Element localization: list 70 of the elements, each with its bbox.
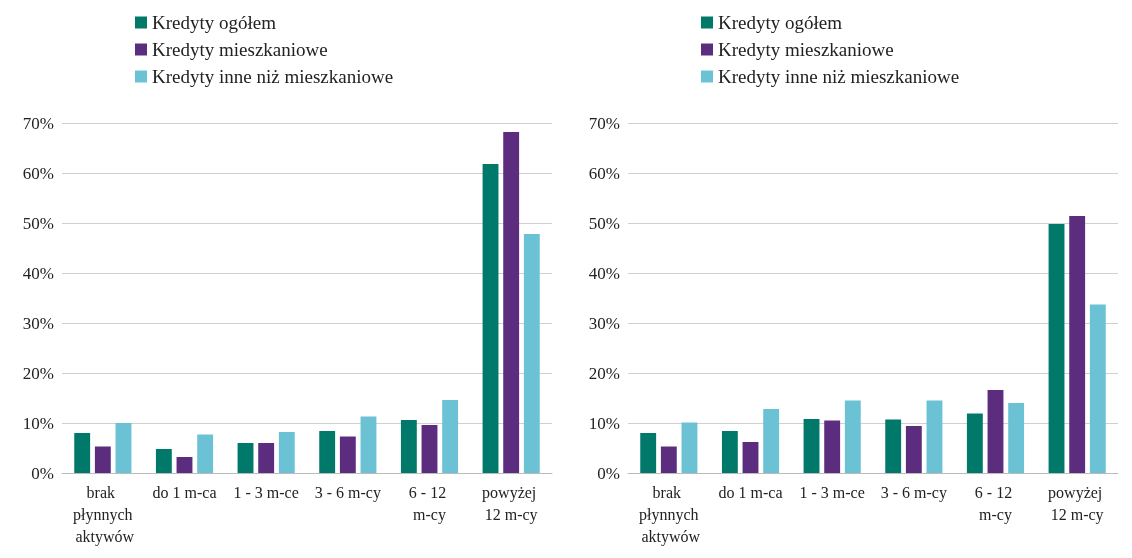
bar <box>681 422 698 473</box>
y-tick-label: 30% <box>22 313 54 333</box>
bar <box>721 431 738 473</box>
bar <box>74 433 91 473</box>
bar <box>400 420 417 473</box>
x-tick-label: 3 - 6 m-cy <box>314 483 381 502</box>
bar <box>824 420 841 473</box>
bar <box>421 425 438 473</box>
bar <box>523 234 540 473</box>
x-tick-label: brak płynnych aktywów <box>637 483 701 546</box>
bar <box>1069 216 1086 473</box>
bar <box>966 413 983 473</box>
bar <box>844 400 861 473</box>
bar <box>660 446 677 473</box>
legend-label: Kredyty inne niż mieszkaniowe <box>152 66 394 87</box>
bar <box>176 457 193 473</box>
bar <box>339 436 356 473</box>
x-tick-label: 3 - 6 m-cy <box>880 483 947 502</box>
bar <box>1008 403 1025 473</box>
x-tick-label: 6 - 12 m-cy <box>974 483 1017 524</box>
y-tick-label: 0% <box>31 463 54 483</box>
y-tick-label: 40% <box>588 263 620 283</box>
y-tick-label: 10% <box>22 413 54 433</box>
bar <box>1089 304 1106 473</box>
x-tick-label: do 1 m-ca <box>152 483 217 501</box>
x-tick-label: 1 - 3 m-ce <box>799 483 865 501</box>
legend-label: Kredyty ogółem <box>152 12 277 33</box>
y-tick-label: 50% <box>588 213 620 233</box>
x-tick-label: 1 - 3 m-ce <box>233 483 299 501</box>
y-tick-label: 20% <box>22 363 54 383</box>
bar <box>360 416 377 473</box>
bar <box>885 419 902 473</box>
bar <box>926 400 943 473</box>
bar <box>197 434 214 473</box>
bar <box>155 449 172 473</box>
legend-label: Kredyty inne niż mieszkaniowe <box>718 66 960 87</box>
bar <box>742 442 759 473</box>
bar <box>763 409 780 473</box>
bar <box>503 132 520 473</box>
x-tick-label: powyżej 12 m-cy <box>1048 483 1107 524</box>
legend-label: Kredyty mieszkaniowe <box>718 39 894 60</box>
x-tick-label: do 1 m-ca <box>718 483 783 501</box>
legend-label: Kredyty ogółem <box>718 12 843 33</box>
bar <box>1048 224 1065 473</box>
y-tick-label: 60% <box>22 163 54 183</box>
bar <box>640 433 657 473</box>
bar <box>258 443 275 473</box>
bar <box>803 419 820 473</box>
y-tick-label: 40% <box>22 263 54 283</box>
y-tick-label: 30% <box>588 313 620 333</box>
x-tick-label: powyżej 12 m-cy <box>482 483 541 524</box>
bar <box>905 426 922 473</box>
y-tick-label: 50% <box>22 213 54 233</box>
y-tick-label: 60% <box>588 163 620 183</box>
y-tick-label: 10% <box>588 413 620 433</box>
y-tick-label: 0% <box>597 463 620 483</box>
bar <box>442 400 459 473</box>
bar <box>94 446 111 473</box>
x-tick-label: 6 - 12 m-cy <box>408 483 451 524</box>
bar <box>987 390 1004 473</box>
legend-label: Kredyty mieszkaniowe <box>152 39 328 60</box>
y-tick-label: 70% <box>22 113 54 133</box>
bar <box>237 443 254 473</box>
bar <box>115 423 132 473</box>
y-tick-label: 20% <box>588 363 620 383</box>
bar <box>278 432 295 473</box>
x-tick-label: brak płynnych aktywów <box>71 483 135 546</box>
bar <box>319 431 336 473</box>
bar <box>482 164 499 473</box>
y-tick-label: 70% <box>588 113 620 133</box>
